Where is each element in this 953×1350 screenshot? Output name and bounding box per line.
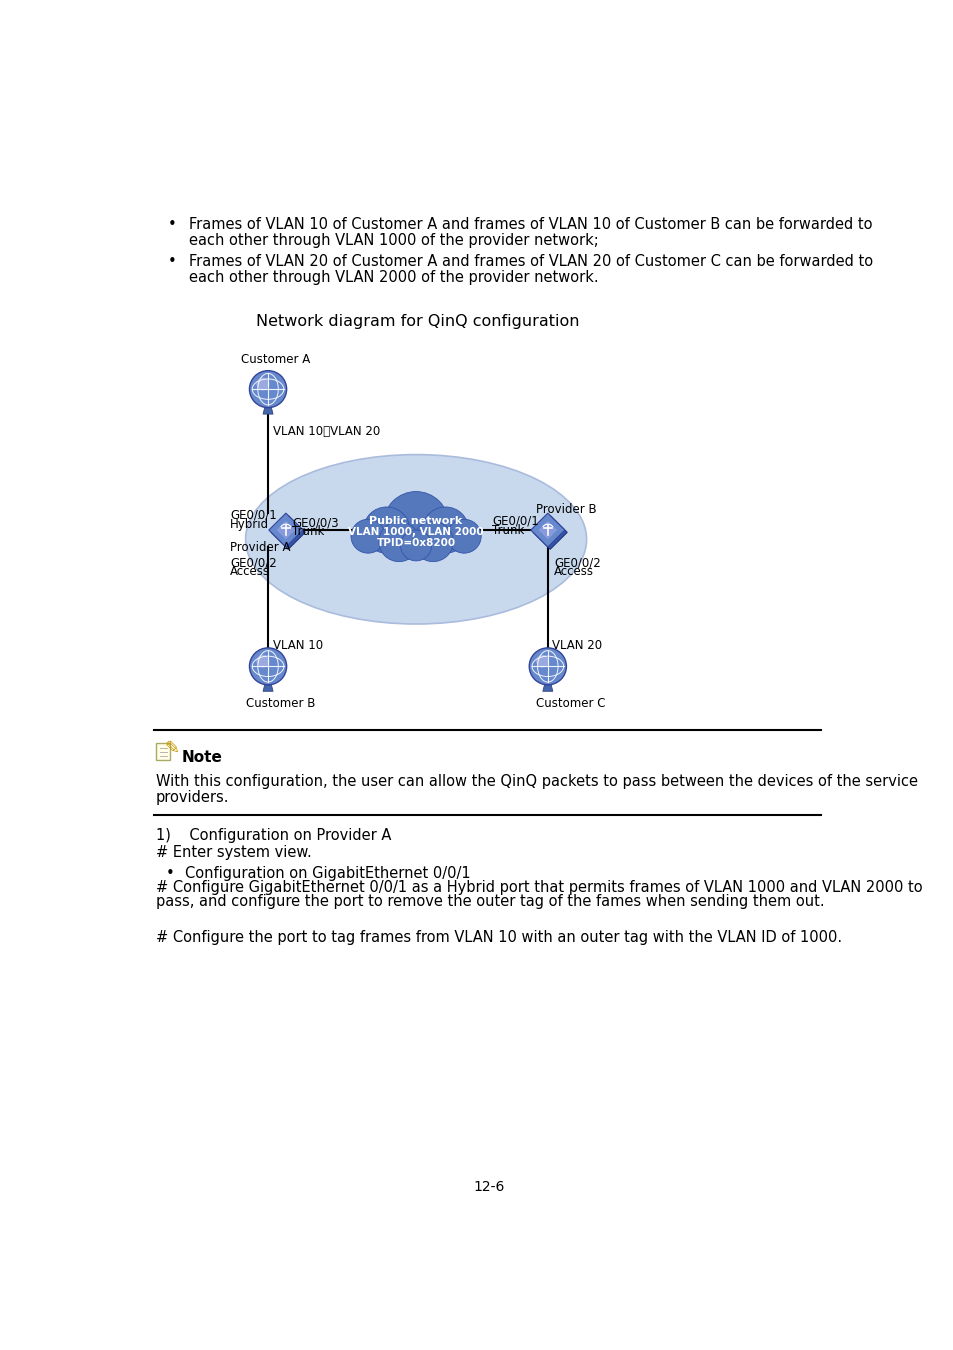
Text: Customer C: Customer C [536,697,605,710]
Polygon shape [269,513,303,547]
Text: Network diagram for QinQ configuration: Network diagram for QinQ configuration [255,315,578,329]
Text: Trunk: Trunk [292,525,324,539]
Circle shape [536,655,549,668]
Circle shape [256,378,269,390]
Text: # Configure GigabitEthernet 0/0/1 as a Hybrid port that permits frames of VLAN 1: # Configure GigabitEthernet 0/0/1 as a H… [155,880,922,895]
Circle shape [256,655,269,668]
Circle shape [249,648,286,684]
Text: Provider B: Provider B [536,504,597,516]
Text: # Enter system view.: # Enter system view. [155,845,311,860]
Text: VLAN 10，VLAN 20: VLAN 10，VLAN 20 [273,425,379,439]
Polygon shape [537,521,557,540]
Polygon shape [276,521,294,540]
Polygon shape [263,684,273,691]
Polygon shape [263,408,273,414]
Text: VLAN 20: VLAN 20 [552,640,602,652]
Circle shape [351,520,385,554]
Text: GE0/0/2: GE0/0/2 [554,556,600,570]
Text: VLAN 10: VLAN 10 [273,640,322,652]
Text: Hybrid: Hybrid [230,518,269,531]
Ellipse shape [245,455,586,624]
Text: providers.: providers. [155,790,229,805]
Polygon shape [533,516,567,549]
Text: each other through VLAN 1000 of the provider network;: each other through VLAN 1000 of the prov… [189,232,598,248]
Text: Provider A: Provider A [230,541,291,554]
Text: TPID=0x8200: TPID=0x8200 [376,539,456,548]
FancyBboxPatch shape [156,744,171,760]
Text: Frames of VLAN 20 of Customer A and frames of VLAN 20 of Customer C can be forwa: Frames of VLAN 20 of Customer A and fram… [189,254,872,270]
Text: •: • [168,217,176,232]
Text: each other through VLAN 2000 of the provider network.: each other through VLAN 2000 of the prov… [189,270,598,285]
Text: pass, and configure the port to remove the outer tag of the fames when sending t: pass, and configure the port to remove t… [155,894,823,909]
Circle shape [400,531,431,560]
Text: # Configure the port to tag frames from VLAN 10 with an outer tag with the VLAN : # Configure the port to tag frames from … [155,930,841,945]
Polygon shape [542,684,553,691]
Circle shape [413,521,453,562]
Text: Customer B: Customer B [246,697,315,710]
Text: 1)    Configuration on Provider A: 1) Configuration on Provider A [155,828,391,842]
Text: Frames of VLAN 10 of Customer A and frames of VLAN 10 of Customer B can be forwa: Frames of VLAN 10 of Customer A and fram… [189,217,872,232]
Text: 12-6: 12-6 [473,1180,504,1193]
Text: Note: Note [181,749,222,764]
Circle shape [383,491,448,556]
Text: Trunk: Trunk [492,524,524,537]
Circle shape [529,648,566,684]
Text: Customer A: Customer A [241,352,310,366]
Text: ✎: ✎ [164,740,179,757]
Polygon shape [271,516,305,549]
Circle shape [249,371,286,408]
Text: GE0/0/3: GE0/0/3 [292,516,338,529]
Text: •: • [168,254,176,270]
Text: With this configuration, the user can allow the QinQ packets to pass between the: With this configuration, the user can al… [155,774,917,790]
Polygon shape [530,513,564,547]
Circle shape [363,508,410,554]
Text: •: • [166,865,174,880]
Text: GE0/0/2: GE0/0/2 [230,556,276,570]
Circle shape [378,521,418,562]
Text: Access: Access [554,566,594,579]
Text: GE0/0/1: GE0/0/1 [492,514,538,528]
Text: Public network: Public network [369,516,462,525]
Text: Configuration on GigabitEthernet 0/0/1: Configuration on GigabitEthernet 0/0/1 [185,865,470,880]
Circle shape [447,520,480,554]
Text: Access: Access [230,566,270,579]
Text: GE0/0/1: GE0/0/1 [230,509,276,521]
Circle shape [422,508,468,554]
Text: VLAN 1000, VLAN 2000: VLAN 1000, VLAN 2000 [348,526,483,536]
